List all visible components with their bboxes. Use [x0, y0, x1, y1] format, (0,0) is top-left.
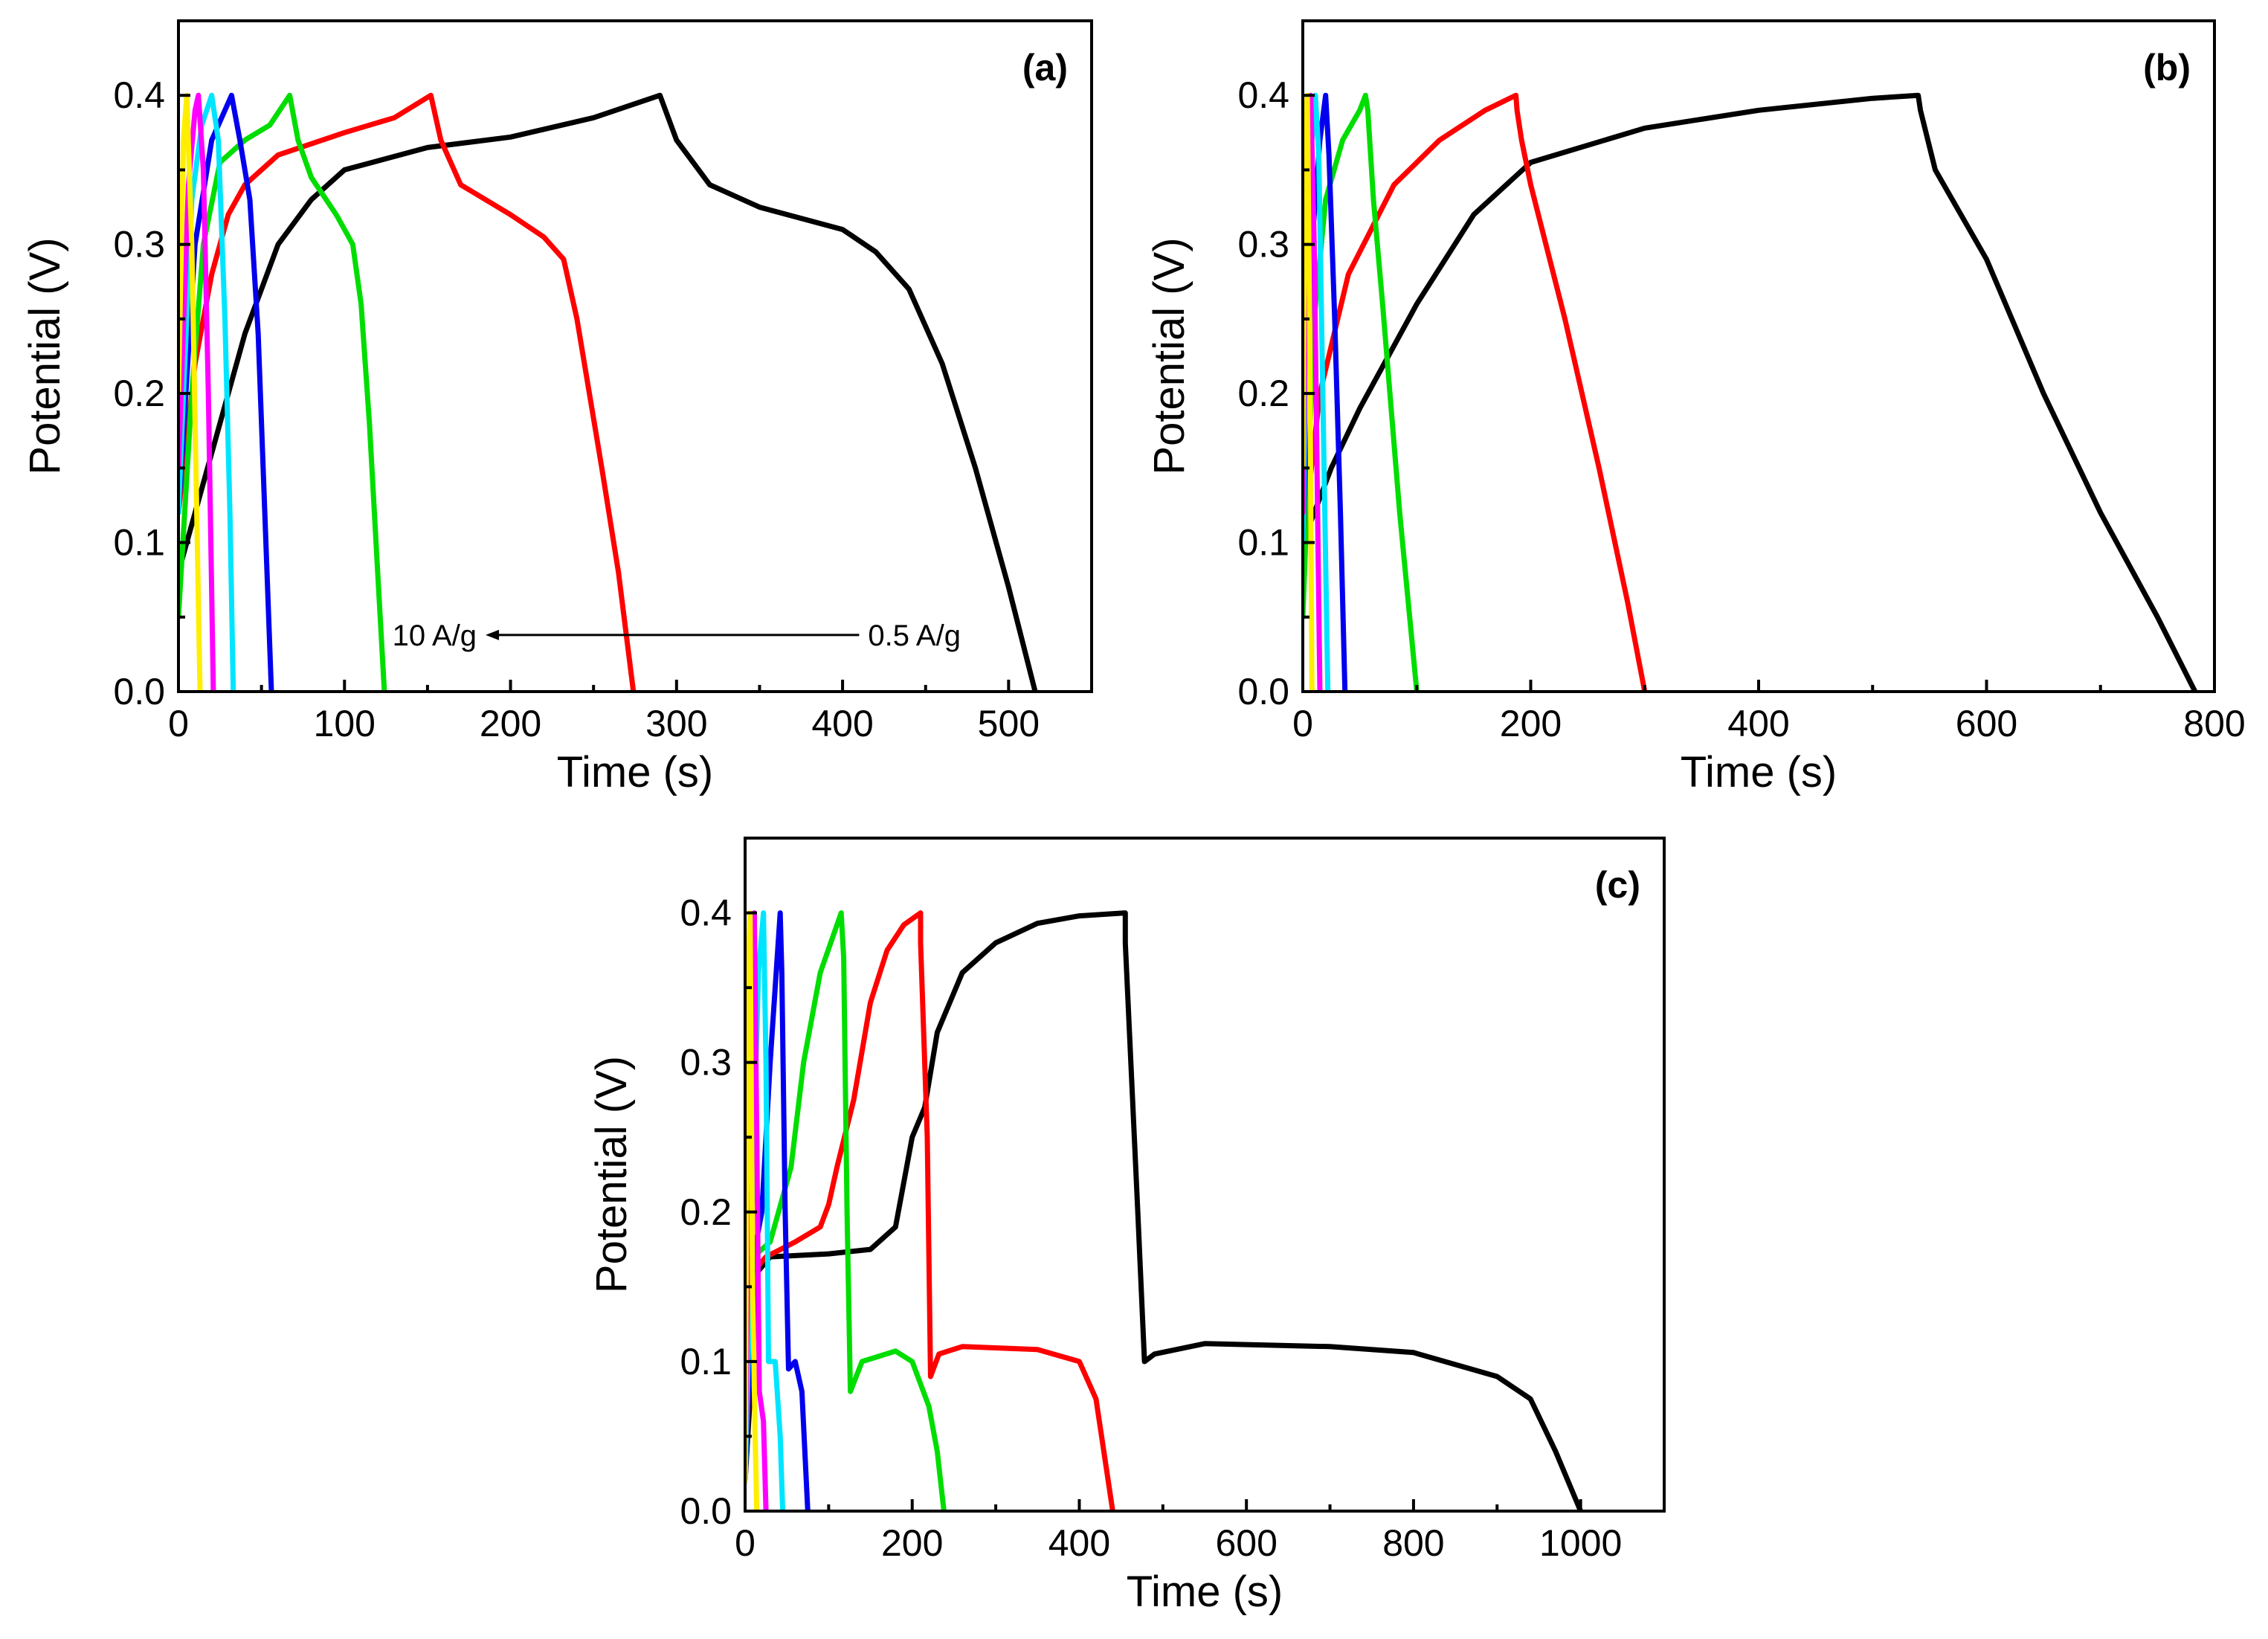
x-tick-label-a: 200 [480, 703, 541, 744]
y-tick-label-a: 0.4 [113, 74, 165, 116]
series-line-green-a [178, 92, 387, 692]
series-line-red-c [745, 910, 1115, 1511]
y-tick-label-c: 0.3 [680, 1042, 732, 1083]
rate-label-right: 0.5 A/g [868, 619, 961, 652]
tick-layer-c: 0 200 400 600 800 1000 0.0 0.1 0.2 0.3 0.4 [680, 837, 1622, 1564]
series-line-yellow-c [745, 910, 760, 1511]
series-line-yellow-a [178, 92, 203, 692]
y-tick-label-a: 0.3 [113, 224, 165, 265]
x-axis-label-b: Time (s) [1681, 748, 1837, 796]
x-tick-label-a: 500 [978, 703, 1040, 744]
plot-frame-b [1301, 19, 2216, 693]
plot-frame-a [177, 19, 1093, 693]
y-tick-label-b: 0.4 [1237, 74, 1289, 116]
x-axis-label-c: Time (s) [1127, 1568, 1283, 1616]
y-tick-label-c: 0.4 [680, 892, 732, 934]
rate-label-left: 10 A/g [393, 619, 477, 652]
series-line-black-c [745, 910, 1584, 1511]
y-tick-label-b: 0.2 [1237, 373, 1289, 414]
y-axis-label-b: Potential (V) [1145, 237, 1193, 474]
y-tick-label-a: 0.2 [113, 373, 165, 414]
tick-layer-b: 0 200 400 600 800 0.0 0.1 0.2 0.3 0.4 [1237, 19, 2246, 744]
series-layer-b [1303, 92, 2198, 692]
x-tick-label-c: 600 [1215, 1522, 1277, 1564]
x-tick-label-b: 200 [1500, 703, 1562, 744]
series-line-red-b [1303, 92, 1648, 692]
series-line-red-a [178, 92, 637, 692]
rate-arrow-head [486, 629, 500, 640]
x-tick-label-a: 400 [811, 703, 873, 744]
annotation-layer-a: 10 A/g 0.5 A/g [393, 619, 961, 652]
x-tick-label-b: 0 [1292, 703, 1313, 744]
tick-layer-a: 0 100 200 300 400 500 0.0 0.1 0.2 0.3 0.4 [113, 19, 1040, 744]
series-layer-a [178, 92, 1038, 692]
panel-b: 0 200 400 600 800 0.0 0.1 0.2 0.3 0.4 Time (s) Po… [1145, 19, 2246, 796]
x-tick-label-a: 0 [168, 703, 189, 744]
y-axis-label-c: Potential (V) [587, 1056, 636, 1293]
x-tick-label-a: 100 [314, 703, 376, 744]
series-line-green-c [745, 910, 947, 1511]
series-line-black-a [178, 92, 1038, 692]
x-tick-label-b: 600 [1956, 703, 2017, 744]
x-tick-label-a: 300 [645, 703, 707, 744]
y-tick-label-c: 0.2 [680, 1191, 732, 1233]
panel-c: 0 200 400 600 800 1000 0.0 0.1 0.2 0.3 0.4 Time (s… [587, 837, 1666, 1616]
x-tick-label-c: 1000 [1539, 1522, 1622, 1564]
x-tick-label-c: 200 [881, 1522, 943, 1564]
panel-label-a: (a) [1022, 47, 1068, 88]
panel-label-b: (b) [2143, 47, 2191, 88]
y-axis-label-a: Potential (V) [21, 237, 69, 474]
plot-frame-c [744, 837, 1666, 1513]
x-tick-label-c: 0 [735, 1522, 756, 1564]
y-tick-label-b: 0.3 [1237, 224, 1289, 265]
panel-a: 10 A/g 0.5 A/g 0 100 200 300 400 500 0.0 0.1 0.2… [21, 19, 1093, 796]
panel-label-c: (c) [1595, 864, 1640, 906]
series-line-black-b [1303, 92, 2198, 692]
x-tick-label-c: 800 [1382, 1522, 1444, 1564]
y-tick-label-c: 0.0 [680, 1490, 732, 1532]
y-tick-label-a: 0.1 [113, 522, 165, 564]
x-axis-label-a: Time (s) [557, 748, 713, 796]
x-tick-label-c: 400 [1048, 1522, 1110, 1564]
x-tick-label-b: 800 [2183, 703, 2245, 744]
x-tick-label-b: 400 [1727, 703, 1789, 744]
y-tick-label-a: 0.0 [113, 671, 165, 712]
y-tick-label-b: 0.0 [1237, 671, 1289, 712]
y-tick-label-c: 0.1 [680, 1341, 732, 1382]
series-line-cyan-a [178, 92, 236, 692]
y-tick-label-b: 0.1 [1237, 522, 1289, 564]
series-layer-c [745, 910, 1584, 1511]
